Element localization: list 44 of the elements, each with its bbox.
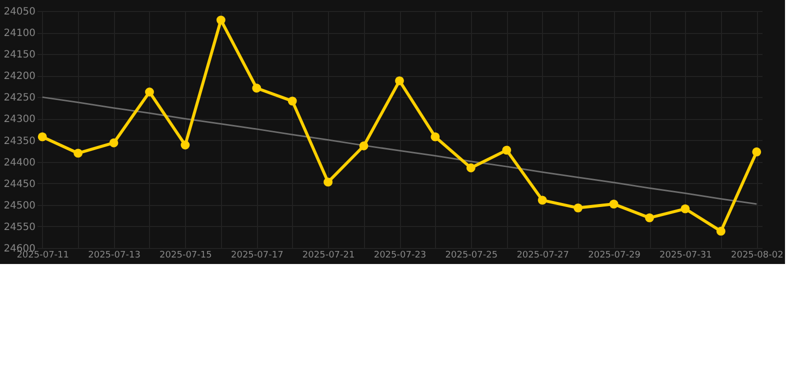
point [359, 141, 368, 150]
y-tick-label: 24400 [4, 157, 36, 168]
line-series [42, 96, 758, 205]
point [252, 84, 262, 93]
point [180, 140, 190, 150]
x-tick-label: 2025-07-13 [88, 250, 140, 260]
x-tick-label: 2025-07-25 [445, 250, 498, 260]
x-tick-label: 2025-07-15 [160, 250, 212, 260]
x-tick-label: 2025-07-11 [16, 250, 70, 260]
x-tick-label: 2025-07-27 [516, 250, 570, 260]
x-tick-label: 2025-07-29 [588, 250, 641, 260]
point [324, 178, 333, 187]
y-tick-label: 24550 [4, 222, 36, 233]
y-tick-label: 24150 [4, 50, 36, 61]
y-tick-label: 24350 [4, 136, 36, 147]
point [109, 138, 118, 148]
y-tick-label: 24300 [4, 114, 36, 126]
point [38, 132, 47, 142]
point [680, 204, 690, 214]
point [502, 146, 512, 155]
x-tick-label: 2025-07-31 [660, 250, 712, 260]
x-tick-label: 2025-07-21 [302, 250, 355, 260]
point [395, 76, 404, 86]
y-tick-label: 24100 [4, 28, 36, 40]
point [752, 147, 762, 156]
point [645, 213, 654, 222]
point [74, 148, 83, 158]
point [216, 16, 226, 25]
x-tick-label: 2025-07-17 [230, 250, 284, 260]
x-tick-label: 2025-08-02 [730, 250, 784, 260]
point [466, 163, 476, 172]
point [574, 203, 583, 212]
x-tick-label: 2025-07-23 [374, 250, 426, 260]
point [716, 226, 726, 236]
y-tick-label: 24500 [4, 200, 36, 212]
point [288, 96, 297, 106]
y-tick-label: 24200 [4, 71, 36, 82]
point [145, 88, 154, 96]
point [430, 132, 440, 142]
y-tick-label: 24250 [4, 92, 36, 104]
point [538, 196, 547, 205]
point [609, 200, 618, 209]
y-tick-label: 24050 [4, 6, 36, 18]
y-tick-label: 24450 [4, 178, 36, 190]
